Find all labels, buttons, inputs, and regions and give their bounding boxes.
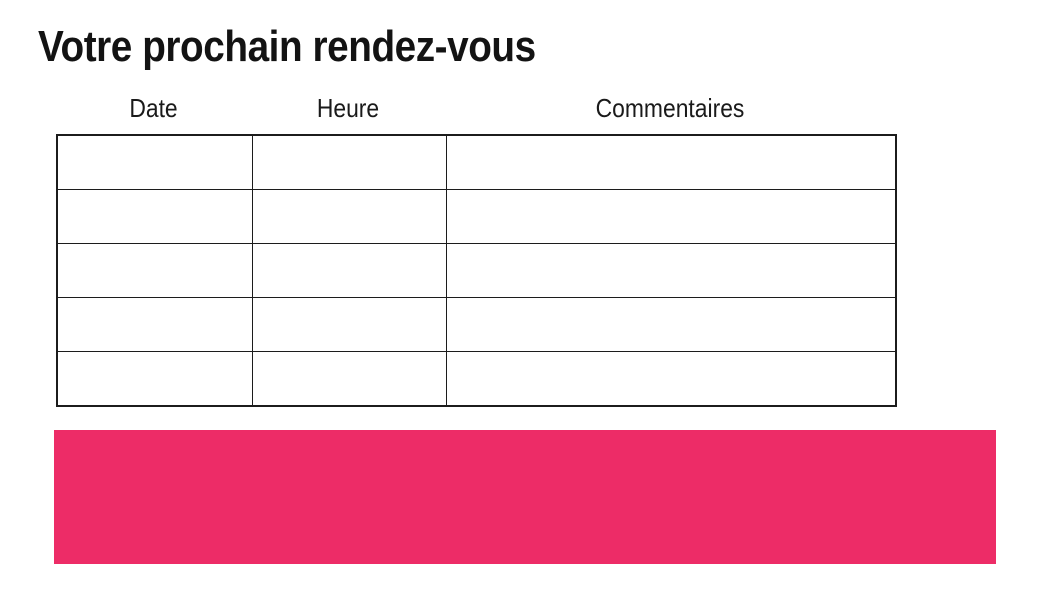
table-cell-commentaires (445, 350, 897, 407)
table-cell-date (56, 242, 253, 298)
table-cell-heure (251, 134, 447, 190)
table-cell-heure (251, 350, 447, 407)
page-title-text: Votre prochain rendez-vous (38, 22, 536, 71)
table-cell-commentaires (445, 296, 897, 352)
table-header-row: Date Heure Commentaires (56, 93, 895, 124)
table-cell-date (56, 189, 253, 244)
table-cell-date (56, 134, 253, 190)
appointments-table (56, 134, 897, 407)
page-title: Votre prochain rendez-vous (38, 22, 604, 72)
table-row (56, 242, 897, 298)
table-cell-date (56, 350, 253, 407)
table-row (56, 189, 897, 244)
table-cell-commentaires (445, 242, 897, 298)
table-row (56, 134, 897, 190)
column-header-commentaires: Commentaires (595, 93, 745, 123)
table-cell-commentaires (445, 134, 897, 190)
table-cell-heure (251, 296, 447, 352)
table-row (56, 350, 897, 407)
table-cell-commentaires (445, 189, 897, 244)
table-row (56, 296, 897, 352)
column-header-date: Date (129, 93, 178, 123)
column-header-heure: Heure (316, 93, 380, 123)
table-cell-heure (251, 189, 447, 244)
table-cell-date (56, 296, 253, 352)
table-cell-heure (251, 242, 447, 298)
highlight-banner (54, 430, 996, 564)
